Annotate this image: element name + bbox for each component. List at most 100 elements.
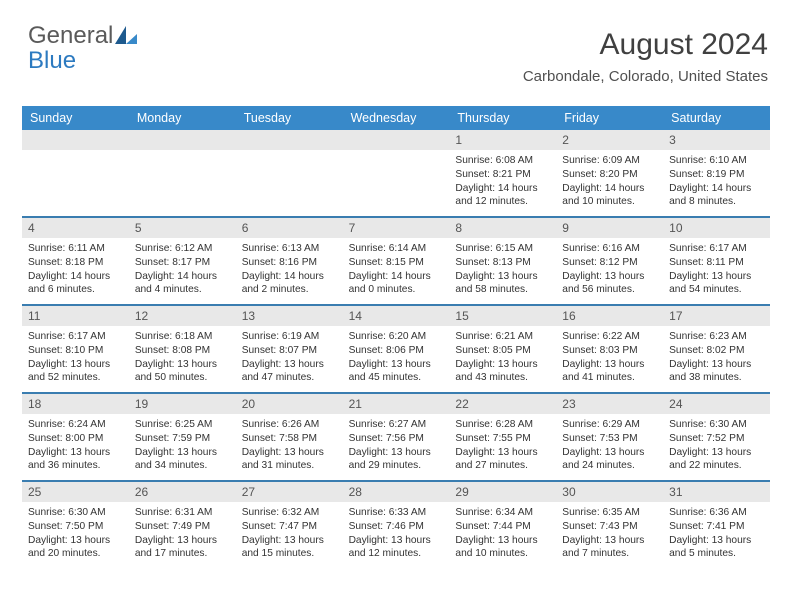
day-number: 19	[129, 394, 236, 414]
sunrise-line: Sunrise: 6:34 AM	[455, 506, 550, 520]
month-title: August 2024	[523, 28, 768, 62]
day-number: 2	[556, 130, 663, 150]
sunrise-line: Sunrise: 6:30 AM	[669, 418, 764, 432]
day-number: 31	[663, 482, 770, 502]
day-number: 26	[129, 482, 236, 502]
day-number: 15	[449, 306, 556, 326]
day-body: Sunrise: 6:34 AMSunset: 7:44 PMDaylight:…	[449, 502, 556, 565]
daylight-line: Daylight: 13 hours and 29 minutes.	[349, 446, 444, 474]
day-body: Sunrise: 6:17 AMSunset: 8:11 PMDaylight:…	[663, 238, 770, 301]
week-row: 1Sunrise: 6:08 AMSunset: 8:21 PMDaylight…	[22, 130, 770, 218]
daylight-line: Daylight: 13 hours and 50 minutes.	[135, 358, 230, 386]
header-right: August 2024 Carbondale, Colorado, United…	[523, 28, 768, 85]
day-body: Sunrise: 6:22 AMSunset: 8:03 PMDaylight:…	[556, 326, 663, 389]
sunrise-line: Sunrise: 6:10 AM	[669, 154, 764, 168]
day-cell: 2Sunrise: 6:09 AMSunset: 8:20 PMDaylight…	[556, 130, 663, 216]
day-number: 5	[129, 218, 236, 238]
sunset-line: Sunset: 8:15 PM	[349, 256, 444, 270]
day-number: 8	[449, 218, 556, 238]
sunset-line: Sunset: 7:56 PM	[349, 432, 444, 446]
day-body: Sunrise: 6:33 AMSunset: 7:46 PMDaylight:…	[343, 502, 450, 565]
daylight-line: Daylight: 14 hours and 10 minutes.	[562, 182, 657, 210]
day-cell: 5Sunrise: 6:12 AMSunset: 8:17 PMDaylight…	[129, 218, 236, 304]
sunrise-line: Sunrise: 6:14 AM	[349, 242, 444, 256]
day-cell: 22Sunrise: 6:28 AMSunset: 7:55 PMDayligh…	[449, 394, 556, 480]
day-body: Sunrise: 6:21 AMSunset: 8:05 PMDaylight:…	[449, 326, 556, 389]
sunset-line: Sunset: 7:47 PM	[242, 520, 337, 534]
day-number: 11	[22, 306, 129, 326]
day-cell: 23Sunrise: 6:29 AMSunset: 7:53 PMDayligh…	[556, 394, 663, 480]
day-body: Sunrise: 6:24 AMSunset: 8:00 PMDaylight:…	[22, 414, 129, 477]
day-header: Wednesday	[343, 106, 450, 130]
day-body: Sunrise: 6:09 AMSunset: 8:20 PMDaylight:…	[556, 150, 663, 213]
sunrise-line: Sunrise: 6:28 AM	[455, 418, 550, 432]
sunrise-line: Sunrise: 6:27 AM	[349, 418, 444, 432]
day-body: Sunrise: 6:30 AMSunset: 7:50 PMDaylight:…	[22, 502, 129, 565]
sunset-line: Sunset: 7:52 PM	[669, 432, 764, 446]
day-cell	[129, 130, 236, 216]
day-body: Sunrise: 6:31 AMSunset: 7:49 PMDaylight:…	[129, 502, 236, 565]
day-body: Sunrise: 6:28 AMSunset: 7:55 PMDaylight:…	[449, 414, 556, 477]
day-cell: 17Sunrise: 6:23 AMSunset: 8:02 PMDayligh…	[663, 306, 770, 392]
day-cell: 27Sunrise: 6:32 AMSunset: 7:47 PMDayligh…	[236, 482, 343, 568]
daylight-line: Daylight: 14 hours and 2 minutes.	[242, 270, 337, 298]
sunrise-line: Sunrise: 6:21 AM	[455, 330, 550, 344]
daylight-line: Daylight: 13 hours and 54 minutes.	[669, 270, 764, 298]
day-cell	[236, 130, 343, 216]
day-body: Sunrise: 6:16 AMSunset: 8:12 PMDaylight:…	[556, 238, 663, 301]
sunset-line: Sunset: 8:00 PM	[28, 432, 123, 446]
sunset-line: Sunset: 7:46 PM	[349, 520, 444, 534]
sunset-line: Sunset: 8:18 PM	[28, 256, 123, 270]
day-cell: 30Sunrise: 6:35 AMSunset: 7:43 PMDayligh…	[556, 482, 663, 568]
day-number: 25	[22, 482, 129, 502]
sunrise-line: Sunrise: 6:36 AM	[669, 506, 764, 520]
logo: General Blue	[28, 22, 137, 75]
day-number: 30	[556, 482, 663, 502]
day-cell: 6Sunrise: 6:13 AMSunset: 8:16 PMDaylight…	[236, 218, 343, 304]
sunrise-line: Sunrise: 6:31 AM	[135, 506, 230, 520]
day-cell: 9Sunrise: 6:16 AMSunset: 8:12 PMDaylight…	[556, 218, 663, 304]
sunrise-line: Sunrise: 6:26 AM	[242, 418, 337, 432]
sunset-line: Sunset: 7:53 PM	[562, 432, 657, 446]
day-cell: 15Sunrise: 6:21 AMSunset: 8:05 PMDayligh…	[449, 306, 556, 392]
day-body: Sunrise: 6:13 AMSunset: 8:16 PMDaylight:…	[236, 238, 343, 301]
day-body: Sunrise: 6:18 AMSunset: 8:08 PMDaylight:…	[129, 326, 236, 389]
day-body: Sunrise: 6:29 AMSunset: 7:53 PMDaylight:…	[556, 414, 663, 477]
daylight-line: Daylight: 13 hours and 27 minutes.	[455, 446, 550, 474]
daylight-line: Daylight: 13 hours and 10 minutes.	[455, 534, 550, 562]
sunrise-line: Sunrise: 6:13 AM	[242, 242, 337, 256]
day-cell: 31Sunrise: 6:36 AMSunset: 7:41 PMDayligh…	[663, 482, 770, 568]
sunset-line: Sunset: 8:20 PM	[562, 168, 657, 182]
sunrise-line: Sunrise: 6:29 AM	[562, 418, 657, 432]
day-body: Sunrise: 6:12 AMSunset: 8:17 PMDaylight:…	[129, 238, 236, 301]
day-cell: 10Sunrise: 6:17 AMSunset: 8:11 PMDayligh…	[663, 218, 770, 304]
day-cell: 7Sunrise: 6:14 AMSunset: 8:15 PMDaylight…	[343, 218, 450, 304]
sunrise-line: Sunrise: 6:20 AM	[349, 330, 444, 344]
day-header: Saturday	[663, 106, 770, 130]
day-number: 20	[236, 394, 343, 414]
daylight-line: Daylight: 13 hours and 12 minutes.	[349, 534, 444, 562]
sunset-line: Sunset: 8:02 PM	[669, 344, 764, 358]
sunrise-line: Sunrise: 6:22 AM	[562, 330, 657, 344]
day-cell: 24Sunrise: 6:30 AMSunset: 7:52 PMDayligh…	[663, 394, 770, 480]
sunset-line: Sunset: 8:03 PM	[562, 344, 657, 358]
sunset-line: Sunset: 7:41 PM	[669, 520, 764, 534]
day-number: 4	[22, 218, 129, 238]
day-number: 16	[556, 306, 663, 326]
day-number: 21	[343, 394, 450, 414]
sunset-line: Sunset: 8:21 PM	[455, 168, 550, 182]
daylight-line: Daylight: 13 hours and 43 minutes.	[455, 358, 550, 386]
day-number: 22	[449, 394, 556, 414]
daylight-line: Daylight: 13 hours and 31 minutes.	[242, 446, 337, 474]
day-number: 27	[236, 482, 343, 502]
sunset-line: Sunset: 8:08 PM	[135, 344, 230, 358]
sunrise-line: Sunrise: 6:32 AM	[242, 506, 337, 520]
day-body: Sunrise: 6:32 AMSunset: 7:47 PMDaylight:…	[236, 502, 343, 565]
daylight-line: Daylight: 13 hours and 7 minutes.	[562, 534, 657, 562]
day-cell: 16Sunrise: 6:22 AMSunset: 8:03 PMDayligh…	[556, 306, 663, 392]
day-cell: 26Sunrise: 6:31 AMSunset: 7:49 PMDayligh…	[129, 482, 236, 568]
day-header: Monday	[129, 106, 236, 130]
empty-day-num	[129, 130, 236, 150]
daylight-line: Daylight: 13 hours and 24 minutes.	[562, 446, 657, 474]
logo-icon	[115, 23, 137, 51]
